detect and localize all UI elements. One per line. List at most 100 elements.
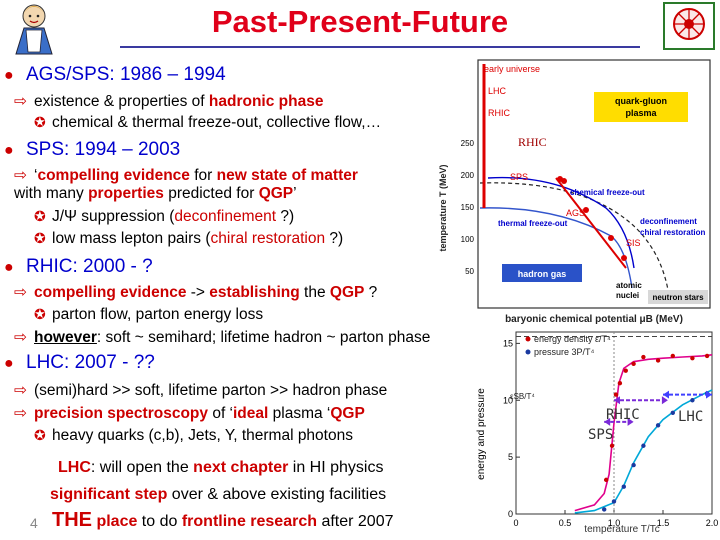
bullet-dot-icon: ● bbox=[4, 259, 14, 276]
chart-x-label: temperature T/Tc bbox=[584, 524, 659, 535]
x-tick-label: 0.5 bbox=[559, 518, 572, 528]
y-tick-label: 10 bbox=[503, 395, 513, 405]
bullet-line: ✪ parton flow, parton energy loss bbox=[34, 306, 264, 323]
pressure-point bbox=[690, 398, 695, 403]
pressure-point bbox=[602, 507, 607, 512]
logo-icon bbox=[15, 4, 53, 55]
pressure-point bbox=[611, 499, 617, 504]
data-point bbox=[621, 255, 627, 261]
pressure-point bbox=[670, 410, 675, 415]
freeze-out-trajectory bbox=[555, 177, 627, 269]
bullet-dot-icon: ● bbox=[4, 67, 14, 84]
lhc-range-arrow-head bbox=[663, 390, 669, 399]
energy-point bbox=[655, 358, 661, 363]
arrow-icon: ⇨ bbox=[14, 284, 27, 301]
chemical-freeze-out-curve bbox=[487, 176, 635, 269]
section-heading: ● RHIC: 2000 - ? bbox=[4, 256, 153, 277]
arrow-icon: ⇨ bbox=[14, 329, 27, 346]
phase-y-label: temperature T (MeV) bbox=[438, 164, 448, 251]
series-line bbox=[574, 354, 713, 512]
check-icon: ✪ bbox=[34, 114, 46, 130]
energy-point bbox=[609, 443, 615, 448]
neutron-stars-box bbox=[648, 290, 708, 304]
bullet-dot-icon: ● bbox=[4, 142, 14, 159]
phase-y-tick: 50 bbox=[465, 267, 474, 276]
phase-y-tick: 250 bbox=[461, 139, 475, 148]
arrow-icon: ⇨ bbox=[14, 167, 27, 184]
energy-point bbox=[704, 353, 710, 359]
summary-line: LHC: will open the next chapter in HI ph… bbox=[58, 459, 384, 476]
summary-line: significant step over & above existing f… bbox=[50, 486, 387, 503]
label-rhic: RHIC bbox=[488, 108, 510, 118]
pressure-point bbox=[621, 484, 626, 489]
energy-point bbox=[623, 368, 628, 373]
energy-point bbox=[613, 392, 619, 397]
legend-entry: energy density ε/T⁴ bbox=[534, 334, 611, 344]
energy-point bbox=[690, 355, 695, 361]
label-chiral-restoration: chiral restoration bbox=[640, 228, 705, 237]
label-sis: SIS bbox=[626, 238, 641, 248]
label-thermal-freeze-out: thermal freeze-out bbox=[498, 219, 568, 228]
energy-point bbox=[670, 353, 675, 359]
label-qgp: quark-gluon bbox=[615, 96, 667, 106]
check-icon: ✪ bbox=[34, 306, 46, 322]
label-chemical-freeze-out: chemical freeze-out bbox=[570, 188, 645, 197]
bullet-line: ✪ chemical & thermal freeze-out, collecti… bbox=[34, 114, 382, 131]
pressure-point bbox=[655, 423, 661, 428]
label-atomic-nuclei: nuclei bbox=[616, 291, 639, 300]
energy-point bbox=[631, 361, 636, 367]
phase-y-tick: 100 bbox=[461, 235, 475, 244]
section-heading: ● AGS/SPS: 1986 – 1994 bbox=[4, 64, 226, 85]
annotation-sps: SPS bbox=[588, 427, 613, 443]
label-qgp: plasma bbox=[625, 108, 657, 118]
title-divider bbox=[120, 46, 640, 48]
bullet-line: ⇨ ‘compelling evidence for new state of m… bbox=[14, 167, 358, 184]
energy-point bbox=[641, 354, 646, 360]
bullet-line: with many properties predicted for QGP’ bbox=[14, 185, 297, 202]
bullet-line: ✪ heavy quarks (c,b), Jets, Y, thermal ph… bbox=[34, 427, 353, 444]
label-rhic-annotation: RHIC bbox=[518, 135, 547, 149]
thermal-freeze-out-curve bbox=[479, 207, 633, 289]
phase-x-label: baryonic chemical potential μB (MeV) bbox=[505, 314, 683, 325]
data-point bbox=[608, 235, 614, 241]
y-tick-label: 5 bbox=[508, 452, 513, 462]
data-point bbox=[561, 178, 567, 184]
x-tick-label: 1.0 bbox=[608, 518, 621, 528]
label-early-universe: early universe bbox=[484, 64, 540, 74]
sps-range-arrow-head bbox=[627, 417, 634, 426]
alice-logo-icon bbox=[663, 2, 715, 50]
bullet-line: ⇨ precision spectroscopy of ‘ideal plasma… bbox=[14, 405, 365, 422]
chart-plot-area: 0 0.5 1.0 1.5 2.0 0 5 10 15 bbox=[503, 331, 719, 528]
pressure-point bbox=[641, 443, 646, 448]
page-title: Past-Present-Future bbox=[211, 4, 509, 39]
arrow-icon: ⇨ bbox=[14, 405, 27, 422]
check-icon: ✪ bbox=[34, 427, 46, 443]
label-deconfinement: deconfinement bbox=[640, 217, 697, 226]
label-hadron-gas: hadron gas bbox=[518, 269, 567, 279]
annotation-lhc: LHC bbox=[678, 409, 703, 425]
phase-y-tick: 200 bbox=[461, 171, 475, 180]
check-icon: ✪ bbox=[34, 208, 46, 224]
qgp-label-box bbox=[594, 92, 688, 122]
x-tick-label: 2.0 bbox=[706, 518, 719, 528]
y-tick-label: 15 bbox=[503, 338, 513, 348]
bullet-line: ⇨ (semi)hard >> soft, lifetime parton >> … bbox=[14, 382, 388, 399]
pressure-point bbox=[631, 462, 636, 468]
data-point bbox=[583, 207, 589, 213]
hadron-gas-box bbox=[502, 264, 582, 282]
lhc-range-arrow-head bbox=[706, 390, 712, 399]
arrow-icon: ⇨ bbox=[14, 93, 27, 110]
legend-marker bbox=[525, 336, 531, 342]
sps-range-arrow-head bbox=[604, 417, 611, 426]
annotation-rhic: RHIC bbox=[606, 407, 640, 423]
bullet-line: ✪ J/Ψ suppression (deconfinement ?) bbox=[34, 208, 295, 225]
bullet-line: ✪ low mass lepton pairs (chiral restorati… bbox=[34, 230, 344, 247]
phase-boundary bbox=[479, 182, 669, 291]
x-tick-label: 0 bbox=[513, 518, 518, 528]
x-tick-label: 1.5 bbox=[657, 518, 670, 528]
bullet-line: ⇨ compelling evidence -> establishing the… bbox=[14, 284, 378, 301]
label-sps: SPS bbox=[510, 172, 528, 182]
label-lhc: LHC bbox=[488, 86, 507, 96]
legend-marker bbox=[525, 349, 531, 355]
